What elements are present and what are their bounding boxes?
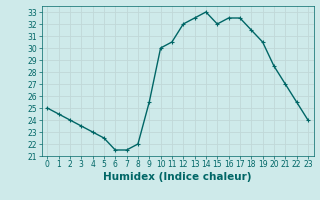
X-axis label: Humidex (Indice chaleur): Humidex (Indice chaleur)	[103, 172, 252, 182]
